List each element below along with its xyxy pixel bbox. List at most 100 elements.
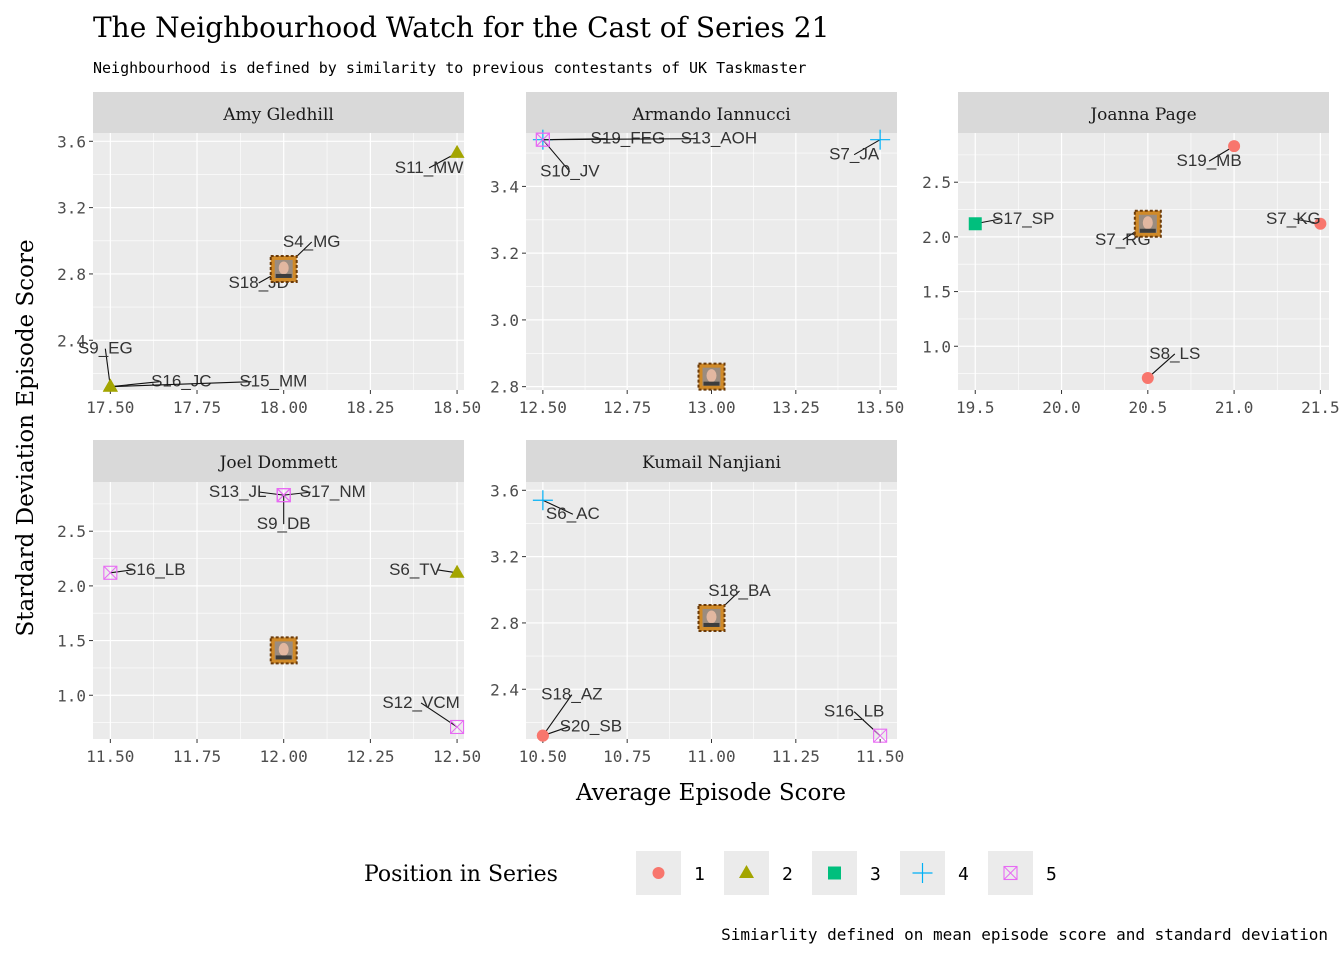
- legend-label: 5: [1046, 864, 1057, 885]
- contestant-portrait: [269, 254, 298, 283]
- point-label: S17_SP: [992, 209, 1054, 228]
- x-tick-label: 10.50: [519, 747, 567, 766]
- data-point: [103, 565, 118, 580]
- x-tick-label: 18.50: [433, 398, 481, 417]
- facet-strip: [93, 92, 464, 133]
- legend-marker-square: [828, 866, 841, 880]
- y-tick-label: 2.5: [57, 522, 86, 541]
- facet-strip-label: Armando Iannucci: [631, 105, 791, 125]
- panel-background: [93, 482, 464, 739]
- label-leader-line: [542, 694, 573, 737]
- data-point: [449, 564, 465, 578]
- x-tick-label: 11.75: [173, 747, 221, 766]
- y-tick-label: 2.8: [490, 378, 519, 397]
- point-label: S16_LB: [125, 560, 186, 579]
- y-tick-label: 3.0: [490, 311, 519, 330]
- facet-kumail-nanjiani: Kumail Nanjiani 10.50 10.75 11.00 11.25 11.50…: [490, 440, 904, 766]
- x-tick-label: 12.00: [260, 747, 308, 766]
- y-tick-label: 3.2: [57, 199, 86, 218]
- data-point: [870, 129, 891, 150]
- data-point: [1314, 217, 1327, 230]
- data-point: [450, 719, 465, 735]
- y-tick-label: 2.8: [57, 265, 86, 284]
- x-tick-label: 12.50: [433, 747, 481, 766]
- facet-strip: [958, 92, 1329, 133]
- data-point: [873, 728, 888, 743]
- legend-label: 3: [870, 864, 881, 885]
- x-tick-label: 11.50: [856, 747, 904, 766]
- legend-item-4: 4: [900, 851, 969, 895]
- y-tick-label: 3.4: [490, 177, 519, 196]
- x-tick-label: 13.25: [772, 398, 820, 417]
- data-point: [449, 144, 465, 158]
- legend-item-5: 5: [988, 851, 1057, 895]
- contestant-portrait: [697, 603, 726, 632]
- x-tick-label: 18.25: [346, 398, 394, 417]
- chart-subtitle: Neighbourhood is defined by similarity t…: [93, 59, 806, 77]
- x-tick-label: 21.0: [1215, 398, 1254, 417]
- x-tick-label: 18.00: [260, 398, 308, 417]
- point-label: S4_MG: [283, 232, 341, 251]
- x-tick-label: 13.50: [856, 398, 904, 417]
- legend-title: Position in Series: [364, 862, 558, 887]
- facet-strip: [526, 92, 897, 133]
- legend-item-3: 3: [812, 851, 881, 895]
- y-axis-title: Stardard Deviation Episode Score: [13, 239, 39, 636]
- x-tick-label: 12.75: [603, 398, 651, 417]
- facet-strip-label: Joanna Page: [1088, 105, 1196, 125]
- point-label: S19_FEG: [591, 129, 666, 148]
- label-leader-line: [259, 491, 284, 496]
- point-label: S20_SB: [560, 717, 622, 736]
- label-leader-line: [542, 139, 571, 173]
- label-leader-line: [542, 138, 697, 141]
- point-label: S13_JL: [209, 482, 267, 501]
- point-label: S7_KG: [1266, 209, 1321, 228]
- label-leader-line: [110, 569, 134, 574]
- legend-label: 4: [958, 864, 969, 885]
- x-tick-label: 13.00: [687, 398, 735, 417]
- y-tick-label: 3.2: [490, 548, 519, 567]
- legend-label: 1: [694, 864, 705, 885]
- point-label: S6_AC: [546, 504, 600, 523]
- point-label: S12_VCM: [382, 693, 459, 712]
- x-tick-label: 10.75: [603, 747, 651, 766]
- point-label: S10_JV: [540, 162, 600, 181]
- point-label: S9_EG: [78, 339, 133, 358]
- facet-panels: Amy Gledhill 17.50 17.75 18.00 18.25 18.50 2.4…: [57, 92, 1340, 766]
- panel-background: [958, 133, 1329, 390]
- x-tick-label: 12.50: [519, 398, 567, 417]
- point-label: S6_TV: [389, 560, 442, 579]
- y-tick-label: 3.6: [490, 481, 519, 500]
- legend: Position in Series 1 2 3 4 5: [364, 851, 1057, 895]
- point-label: S18_AZ: [541, 685, 602, 704]
- y-tick-label: 1.0: [57, 686, 86, 705]
- legend-marker-square-cross: [1003, 865, 1018, 881]
- label-leader-line: [1147, 353, 1176, 379]
- facet-strip: [93, 440, 464, 482]
- x-tick-label: 17.50: [86, 398, 134, 417]
- y-tick-label: 2.0: [57, 577, 86, 596]
- legend-marker-plus: [912, 863, 933, 883]
- contestant-portrait: [1133, 209, 1162, 238]
- x-axis-title: Average Episode Score: [575, 780, 846, 806]
- y-tick-label: 1.0: [922, 337, 951, 356]
- point-label: S15_MM: [239, 372, 307, 391]
- x-tick-label: 19.5: [956, 398, 995, 417]
- data-point: [1141, 371, 1154, 384]
- facet-strip-label: Joel Dommett: [218, 453, 338, 473]
- point-label: S13_AOH: [681, 129, 758, 148]
- label-leader-line: [110, 381, 252, 388]
- point-label: S8_LS: [1149, 344, 1200, 363]
- point-label: S17_NM: [300, 482, 366, 501]
- point-label: S11_MW: [395, 158, 464, 177]
- y-tick-label: 2.0: [922, 228, 951, 247]
- data-point: [968, 217, 982, 231]
- legend-marker-triangle: [739, 865, 754, 878]
- label-leader-line: [283, 491, 311, 496]
- x-tick-label: 12.25: [346, 747, 394, 766]
- data-point: [1228, 140, 1241, 153]
- y-tick-label: 2.4: [57, 331, 86, 350]
- legend-item-1: 1: [636, 851, 705, 895]
- y-tick-label: 2.5: [922, 173, 951, 192]
